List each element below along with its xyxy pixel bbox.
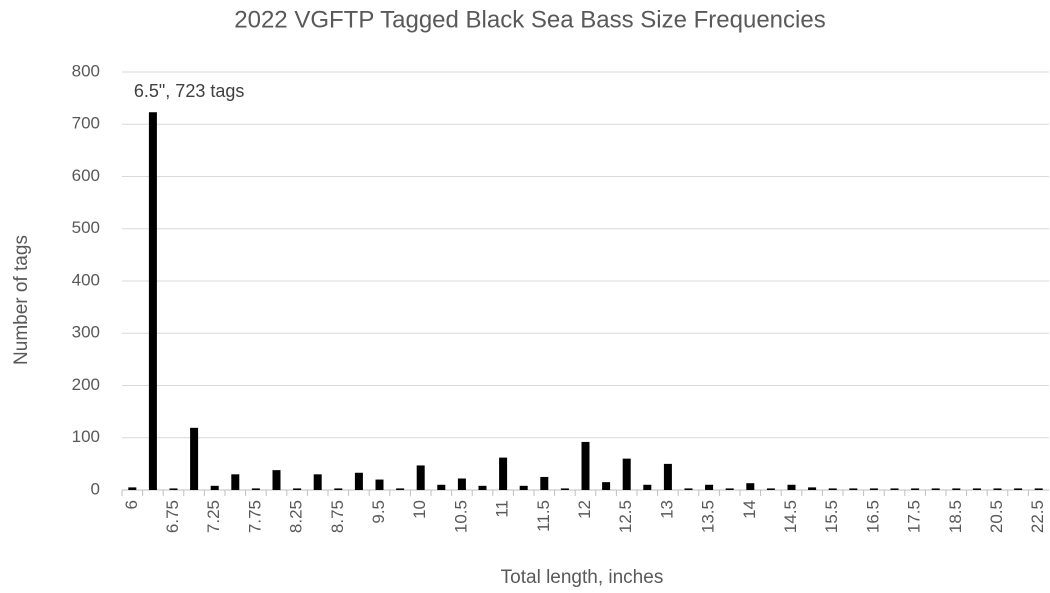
bar: [128, 487, 137, 490]
bar: [787, 484, 796, 490]
bar: [911, 488, 920, 490]
x-tick-label: 10: [410, 500, 429, 519]
x-tick-label: 12: [575, 500, 594, 519]
x-tick-label: 22.5: [1028, 500, 1047, 533]
bar: [148, 112, 157, 491]
x-tick-label: 11: [493, 500, 512, 518]
bar: [169, 488, 178, 490]
x-axis-title: Total length, inches: [501, 567, 664, 588]
y-tick-label: 800: [72, 61, 100, 80]
bar: [251, 488, 260, 490]
bar: [766, 488, 775, 490]
bar: [869, 488, 878, 490]
y-tick-label: 600: [72, 166, 100, 185]
bar: [190, 427, 199, 490]
bar: [375, 479, 384, 490]
bar: [993, 488, 1002, 490]
x-tick-label: 7.25: [204, 500, 223, 533]
bar: [663, 463, 672, 490]
x-tick-label: 9.5: [369, 500, 388, 524]
bar: [849, 488, 858, 490]
x-tick-label: 20.5: [987, 500, 1006, 533]
bar: [416, 465, 425, 490]
bar: [272, 470, 281, 490]
bar: [705, 484, 714, 490]
y-axis-title: Number of tags: [11, 235, 32, 365]
bar: [1034, 488, 1043, 490]
y-tick-label: 700: [72, 114, 100, 133]
bar: [231, 474, 240, 490]
y-tick-label: 400: [72, 270, 100, 289]
bar: [622, 458, 631, 490]
x-tick-label: 12.5: [616, 500, 635, 533]
x-tick-label: 8.75: [328, 500, 347, 533]
y-tick-label: 500: [72, 218, 100, 237]
bar: [684, 488, 693, 490]
bar: [354, 472, 363, 490]
bar: [828, 488, 837, 490]
bar: [519, 485, 528, 490]
bar: [1014, 488, 1023, 490]
bar: [643, 484, 652, 490]
bar: [457, 478, 466, 490]
x-tick-label: 17.5: [905, 500, 924, 533]
x-tick-label: 14: [740, 500, 759, 519]
bar: [581, 441, 590, 490]
x-tick-label: 10.5: [451, 500, 470, 533]
x-tick-label: 16.5: [863, 500, 882, 533]
bar: [396, 488, 405, 490]
bar: [293, 488, 302, 490]
annotation: 6.5", 723 tags: [134, 81, 244, 101]
bar: [210, 485, 219, 490]
bar: [725, 488, 734, 490]
chart-title: 2022 VGFTP Tagged Black Sea Bass Size Fr…: [234, 6, 825, 33]
bar: [952, 488, 961, 490]
bar: [313, 474, 322, 490]
bar: [334, 488, 343, 490]
y-tick-label: 300: [72, 323, 100, 342]
bar: [560, 488, 569, 490]
x-tick-label: 13.5: [699, 500, 718, 533]
x-tick-label: 15.5: [822, 500, 841, 533]
bar: [890, 488, 899, 490]
bar: [602, 482, 611, 490]
x-tick-label: 6.75: [163, 500, 182, 533]
bar: [931, 488, 940, 490]
x-tick-label: 18.5: [946, 500, 965, 533]
x-tick-label: 7.75: [245, 500, 264, 533]
x-tick-label: 14.5: [781, 500, 800, 533]
bar: [808, 487, 817, 490]
bar: [499, 457, 508, 490]
x-tick-label: 6: [122, 500, 141, 509]
bar: [972, 488, 981, 490]
x-tick-label: 13: [657, 500, 676, 519]
bar: [540, 476, 549, 490]
y-tick-label: 100: [72, 427, 100, 446]
y-tick-label: 0: [91, 479, 100, 498]
bar: [437, 484, 446, 490]
y-tick-label: 200: [72, 375, 100, 394]
bar: [746, 483, 755, 490]
x-tick-label: 8.25: [287, 500, 306, 533]
bar: [478, 485, 487, 490]
x-tick-label: 11.5: [534, 500, 553, 532]
